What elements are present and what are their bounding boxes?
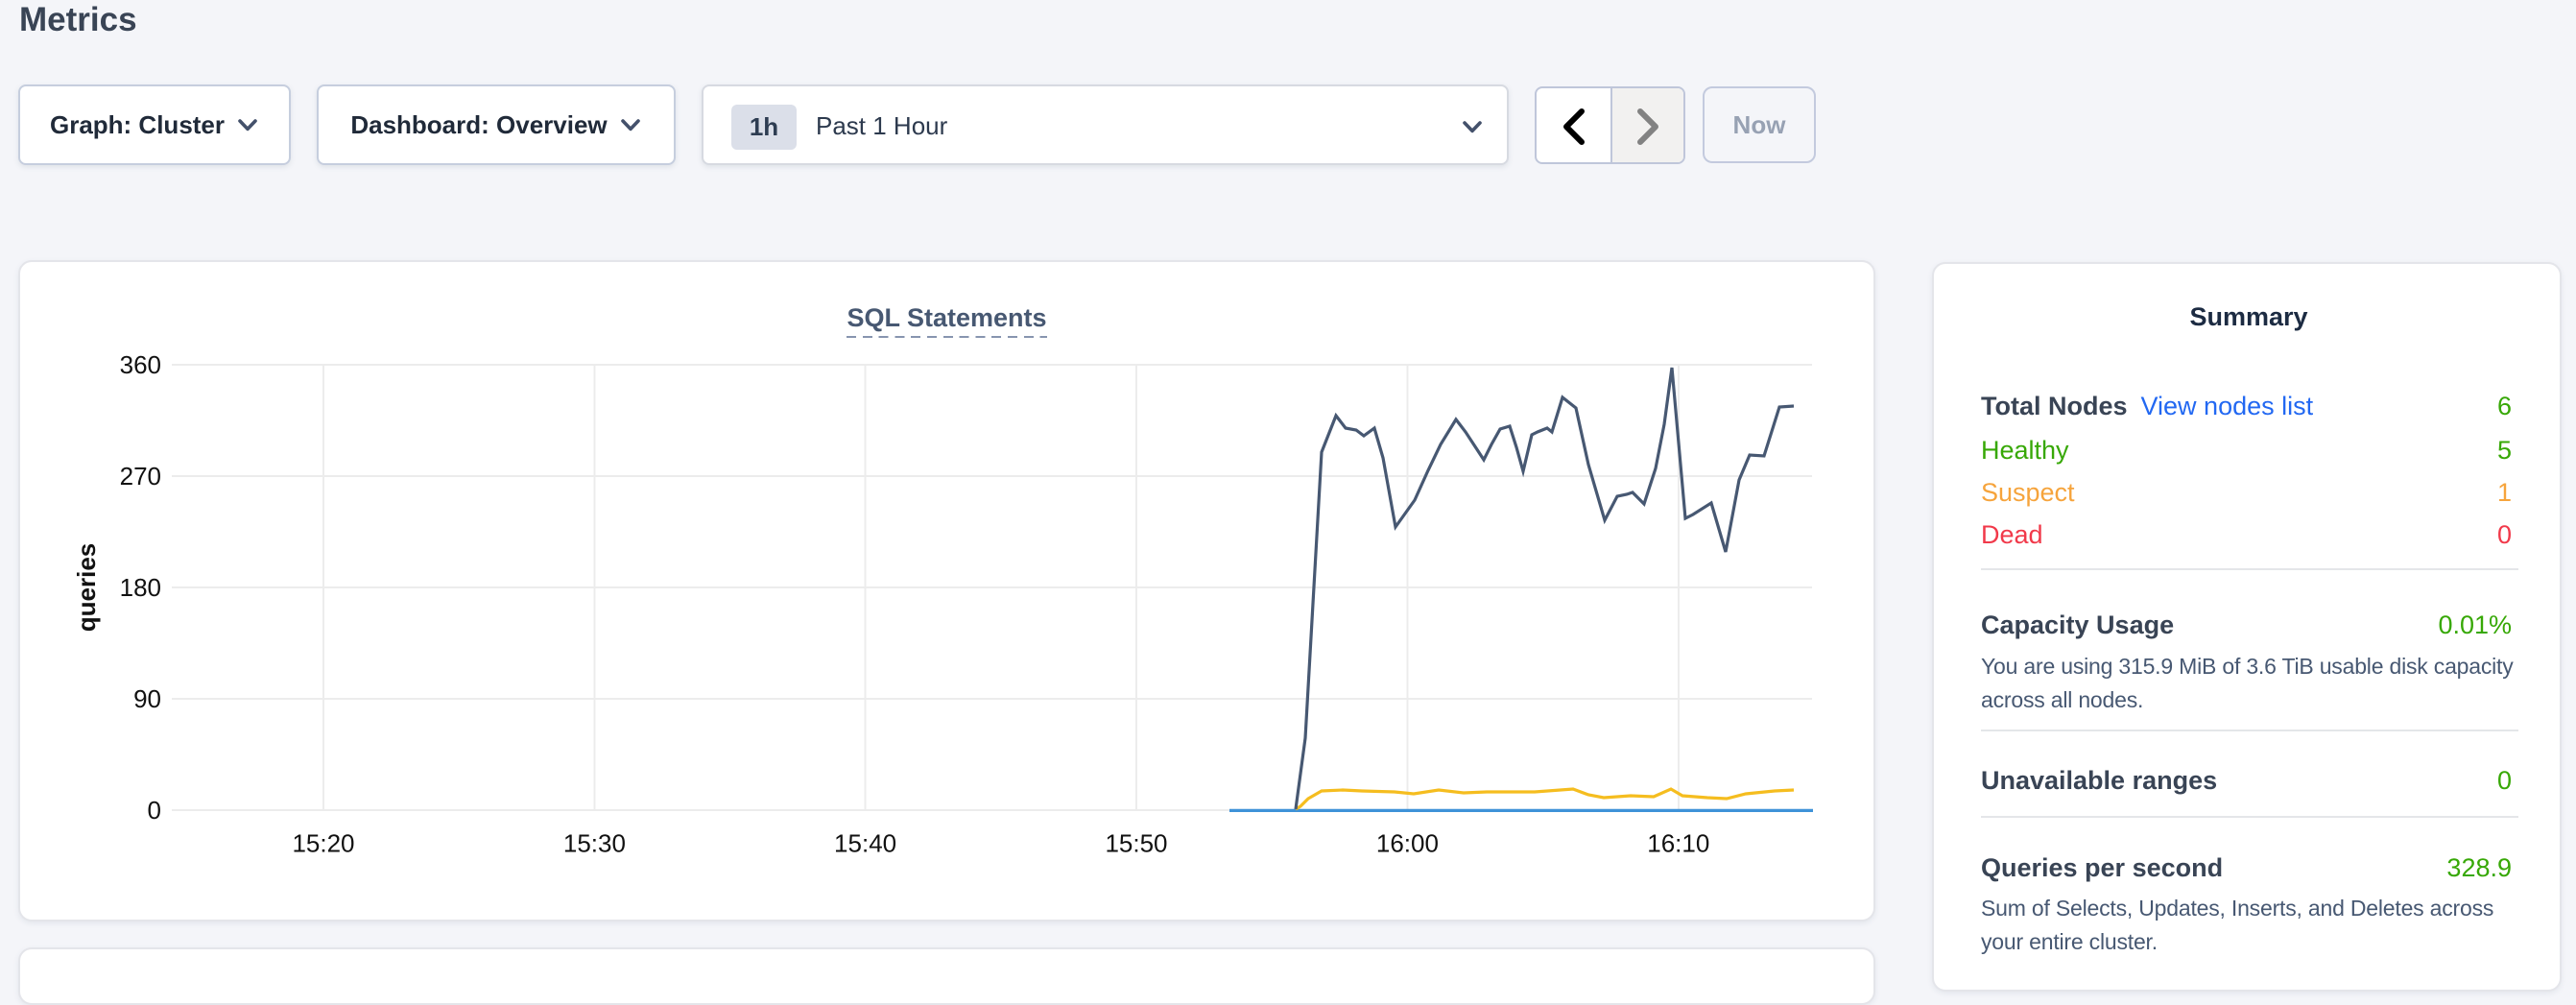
svg-text:15:30: 15:30 [563,829,626,858]
svg-text:0: 0 [148,796,161,825]
svg-text:90: 90 [133,684,161,713]
svg-text:360: 360 [120,350,161,379]
svg-text:270: 270 [120,462,161,491]
svg-text:15:20: 15:20 [292,829,354,858]
svg-text:180: 180 [120,573,161,602]
svg-text:16:00: 16:00 [1376,829,1439,858]
svg-text:15:40: 15:40 [834,829,896,858]
svg-text:queries: queries [72,543,101,633]
svg-text:16:10: 16:10 [1647,829,1709,858]
svg-text:15:50: 15:50 [1105,829,1167,858]
